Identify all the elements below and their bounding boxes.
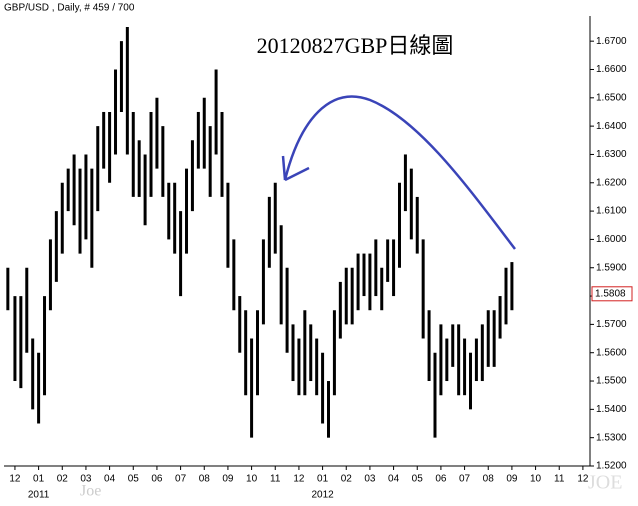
chart-title: 20120827GBP日線圖: [257, 33, 454, 58]
x-tick-label: 08: [199, 474, 211, 485]
y-tick-label: 1.5900: [596, 262, 627, 273]
last-price-box: [591, 286, 633, 302]
year-label: 2012: [311, 490, 334, 501]
x-tick-label: 12: [577, 474, 589, 485]
y-tick-label: 1.6100: [596, 206, 627, 217]
x-tick-label: 10: [530, 474, 542, 485]
y-tick-label: 1.5200: [596, 461, 627, 472]
last-price-label: 1.5808: [595, 288, 626, 299]
x-tick-label: 06: [151, 474, 163, 485]
y-tick-label: 1.6700: [596, 36, 627, 47]
x-tick-label: 02: [57, 474, 69, 485]
chart-header: GBP/USD , Daily, # 459 / 700: [4, 3, 135, 14]
x-tick-label: 04: [388, 474, 400, 485]
y-tick-label: 1.6500: [596, 92, 627, 103]
y-tick-label: 1.6400: [596, 121, 627, 132]
x-tick-label: 10: [246, 474, 258, 485]
x-tick-label: 12: [293, 474, 305, 485]
y-tick-label: 1.5300: [596, 432, 627, 443]
y-tick-label: 1.6300: [596, 149, 627, 160]
x-tick-label: 01: [33, 474, 45, 485]
y-tick-label: 1.5600: [596, 347, 627, 358]
x-tick-label: 11: [554, 474, 565, 485]
x-tick-label: 01: [317, 474, 329, 485]
x-tick-label: 11: [270, 474, 281, 485]
x-tick-label: 07: [459, 474, 471, 485]
y-tick-label: 1.5400: [596, 404, 627, 415]
y-tick-label: 1.6000: [596, 234, 627, 245]
watermark: Joe: [80, 483, 101, 500]
x-tick-label: 05: [128, 474, 140, 485]
x-tick-label: 04: [104, 474, 116, 485]
x-tick-label: 05: [412, 474, 424, 485]
y-tick-label: 1.6600: [596, 64, 627, 75]
year-label: 2011: [28, 490, 50, 501]
y-tick-label: 1.5500: [596, 376, 627, 387]
x-tick-label: 09: [506, 474, 518, 485]
annotation-arrowhead: [281, 155, 310, 182]
x-tick-label: 07: [175, 474, 187, 485]
x-tick-label: 02: [341, 474, 353, 485]
annotation-arrow: [283, 95, 516, 250]
x-tick-label: 09: [222, 474, 234, 485]
x-tick-label: 03: [364, 474, 376, 485]
watermark: JOE: [588, 472, 622, 494]
y-tick-label: 1.5700: [596, 319, 627, 330]
x-tick-label: 12: [9, 474, 21, 485]
x-tick-label: 08: [483, 474, 495, 485]
y-tick-label: 1.6200: [596, 177, 627, 188]
x-tick-label: 03: [80, 474, 92, 485]
x-tick-label: 06: [435, 474, 447, 485]
